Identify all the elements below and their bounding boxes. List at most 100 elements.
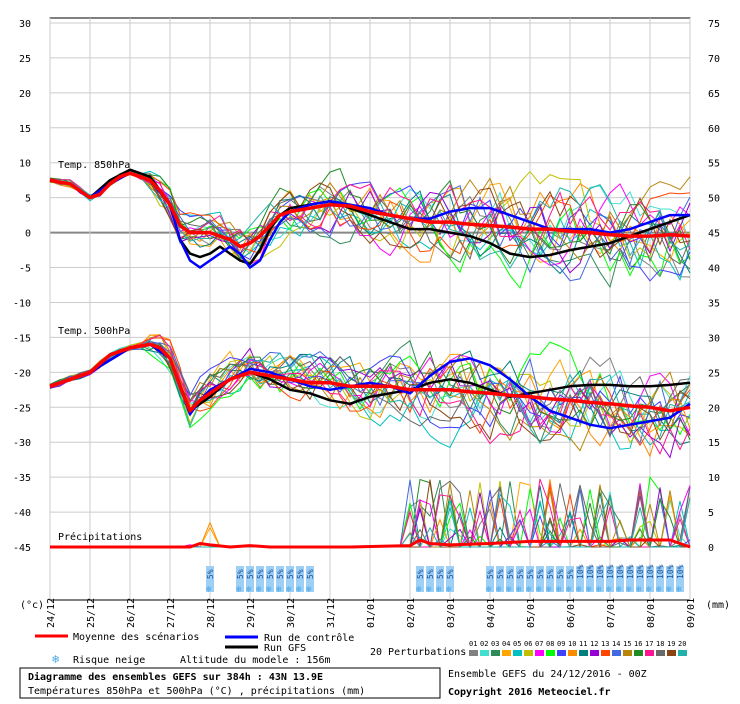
perturbation-swatch	[667, 650, 676, 656]
snowflake-icon: ❄	[606, 585, 612, 595]
snow-risk-marker	[506, 566, 514, 592]
snow-risk-marker	[626, 566, 634, 592]
snow-risk-label: 5%	[246, 569, 255, 579]
snow-risk-marker	[436, 566, 444, 592]
snow-risk-marker	[446, 566, 454, 592]
t850-label: Temp. 850hPa	[58, 160, 130, 171]
snowflake-icon: ❄	[276, 585, 282, 595]
date-label: 07/01	[606, 598, 617, 628]
snow-risk-label: 5%	[296, 569, 305, 579]
series-line-t850	[49, 171, 691, 249]
snowflake-icon: ❄	[646, 585, 652, 595]
date-label: 01/01	[366, 598, 377, 628]
snow-risk-label: 5%	[536, 569, 545, 579]
perturbation-swatch	[645, 650, 654, 656]
perturbation-swatch	[513, 650, 522, 656]
snow-risk-label: 10%	[626, 564, 635, 579]
left-tick-label: 5	[25, 194, 31, 205]
legend-perturbations-label: 20 Perturbations	[370, 647, 466, 658]
snow-risk-marker	[296, 566, 304, 592]
perturbation-line	[49, 172, 691, 250]
date-label: 02/01	[406, 598, 417, 628]
snow-risk-marker	[306, 566, 314, 592]
perturbation-number: 03	[491, 640, 499, 648]
perturbation-swatch	[502, 650, 511, 656]
snowflake-icon: ❄	[306, 585, 312, 595]
precip-label: Précipitations	[58, 531, 142, 543]
snow-risk-marker	[676, 566, 684, 592]
snowflake-icon: ❄	[446, 585, 452, 595]
perturbation-swatch	[469, 650, 478, 656]
left-tick-label: 15	[19, 124, 31, 135]
perturbation-swatch	[568, 650, 577, 656]
date-label: 08/01	[646, 598, 657, 628]
snow-risk-label: 10%	[676, 564, 685, 579]
right-tick-label: 50	[708, 194, 720, 205]
snow-risk-label: 10%	[656, 564, 665, 579]
snow-risk-label: 5%	[206, 569, 215, 579]
snow-risk-marker	[536, 566, 544, 592]
date-label: 03/01	[446, 598, 457, 628]
snow-risk-label: 10%	[666, 564, 675, 579]
legend: Moyenne des scénarios Run de contrôle Ru…	[35, 631, 687, 666]
footer-copyright: Copyright 2016 Meteociel.fr	[448, 686, 611, 698]
perturbation-line	[49, 172, 691, 266]
snow-risk-label: 5%	[496, 569, 505, 579]
date-label: 09/01	[686, 598, 697, 628]
snow-risk-marker	[646, 566, 654, 592]
snow-risk-marker	[276, 566, 284, 592]
snowflake-icon: ❄	[636, 585, 642, 595]
perturbation-number: 14	[612, 640, 620, 648]
legend-altitude: Altitude du modele : 156m	[180, 655, 331, 666]
perturbation-swatch	[612, 650, 621, 656]
snowflake-icon: ❄	[526, 585, 532, 595]
perturbation-number: 11	[579, 640, 587, 648]
snow-risk-label: 5%	[546, 569, 555, 579]
perturbation-line	[49, 170, 691, 263]
right-tick-label: 35	[708, 298, 720, 309]
snowflake-icon: ❄	[416, 585, 422, 595]
right-tick-label: 55	[708, 159, 720, 170]
date-label: 31/12	[326, 598, 337, 628]
footer-title: Diagramme des ensembles GEFS sur 384h : …	[28, 671, 323, 683]
perturbation-number: 15	[623, 640, 631, 648]
date-label: 28/12	[206, 598, 217, 628]
snowflake-icon: ❄	[546, 585, 552, 595]
snowflake-icon: ❄	[52, 652, 59, 666]
perturbation-line	[49, 169, 691, 269]
snow-risk-label: 5%	[556, 569, 565, 579]
snow-risk-marker	[606, 566, 614, 592]
snowflake-icon: ❄	[266, 585, 272, 595]
snow-risk-label: 5%	[486, 569, 495, 579]
snowflake-icon: ❄	[246, 585, 252, 595]
date-label: 25/12	[86, 598, 97, 628]
right-unit: (mm)	[706, 600, 730, 611]
snow-risk-label: 10%	[646, 564, 655, 579]
perturbation-number: 01	[469, 640, 477, 648]
perturbation-number: 17	[645, 640, 653, 648]
snowflake-icon: ❄	[286, 585, 292, 595]
perturbation-swatch	[678, 650, 687, 656]
footer-run: Ensemble GEFS du 24/12/2016 - 00Z	[448, 669, 647, 680]
snow-risk-marker	[656, 566, 664, 592]
snow-risk-row: 5%❄5%❄5%❄5%❄5%❄5%❄5%❄5%❄5%❄5%❄5%❄5%❄5%❄5…	[206, 564, 685, 595]
right-tick-label: 25	[708, 368, 720, 379]
perturbation-number: 08	[546, 640, 554, 648]
snowflake-icon: ❄	[596, 585, 602, 595]
date-axis: 24/12 25/12 26/12 27/12 28/12 29/12 30/12 31/12…	[46, 598, 697, 628]
snow-risk-marker	[666, 566, 674, 592]
snow-risk-label: 10%	[616, 564, 625, 579]
right-tick-label: 0	[708, 543, 714, 554]
snowflake-icon: ❄	[556, 585, 562, 595]
perturbation-number: 18	[656, 640, 664, 648]
perturbation-number: 10	[568, 640, 576, 648]
snowflake-icon: ❄	[536, 585, 542, 595]
snow-risk-label: 10%	[586, 564, 595, 579]
snow-risk-marker	[286, 566, 294, 592]
perturbation-swatch	[480, 650, 489, 656]
snow-risk-label: 10%	[596, 564, 605, 579]
perturbation-swatch	[579, 650, 588, 656]
perturbation-number: 19	[667, 640, 675, 648]
